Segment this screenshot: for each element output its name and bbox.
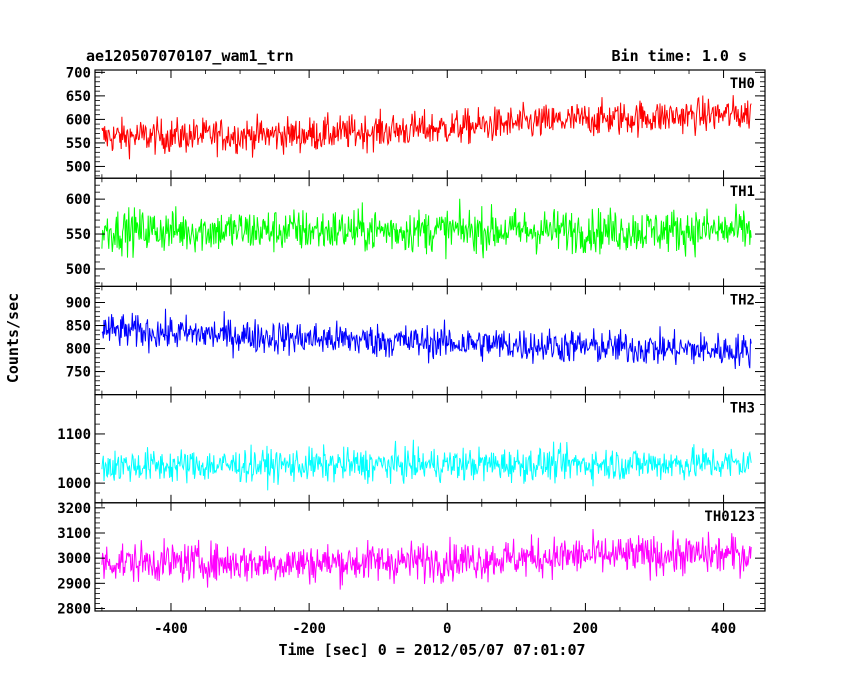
series-line-th3 <box>101 439 752 491</box>
series-line-th2 <box>101 308 752 370</box>
panel-th3: 1000 1100 TH3 <box>57 394 766 504</box>
panel-label-th2: TH2 <box>730 292 755 308</box>
x-tick-label: -200 <box>292 621 326 637</box>
y-tick-label: 850 <box>66 319 91 335</box>
panel-frame <box>94 69 766 179</box>
x-tick-label: -400 <box>154 621 188 637</box>
y-tick-label: 3100 <box>57 526 91 542</box>
series-line-th1 <box>101 198 752 260</box>
y-tick-label: 650 <box>66 89 91 105</box>
series-line-th0123 <box>101 528 752 590</box>
x-tick-label: 400 <box>711 621 736 637</box>
y-tick-label: 700 <box>66 65 91 81</box>
panel-frame <box>94 394 766 504</box>
x-axis-label: Time [sec] 0 = 2012/05/07 07:01:07 <box>278 641 585 659</box>
y-tick-label: 1100 <box>57 427 91 443</box>
panel-label-th0: TH0 <box>730 76 755 92</box>
y-tick-label: 2900 <box>57 576 91 592</box>
series-line-th0 <box>101 95 752 160</box>
panels-group: 500 550 600 650 700 TH0 500 550 600 TH1 750 800 850 9… <box>57 65 766 617</box>
x-axis: -400 -200 0 200 400 <box>154 621 736 637</box>
bin-time-label: Bin time: 1.0 s <box>612 47 747 65</box>
y-tick-label: 900 <box>66 296 91 312</box>
panel-label-th3: TH3 <box>730 401 755 417</box>
panel-frame <box>94 502 766 612</box>
panel-th1: 500 550 600 TH1 <box>66 177 766 287</box>
y-tick-label: 3000 <box>57 551 91 567</box>
y-tick-label: 600 <box>66 112 91 128</box>
y-tick-label: 750 <box>66 365 91 381</box>
x-tick-label: 0 <box>443 621 451 637</box>
panel-th0: 500 550 600 650 700 TH0 <box>66 65 766 179</box>
panel-th0123: 2800 2900 3000 3100 3200 TH0123 <box>57 501 766 617</box>
y-tick-label: 500 <box>66 159 91 175</box>
panel-label-th0123: TH0123 <box>704 509 755 525</box>
chart-title: ae120507070107_wam1_trn <box>86 47 294 65</box>
y-tick-label: 500 <box>66 262 91 278</box>
y-tick-label: 550 <box>66 227 91 243</box>
panel-label-th1: TH1 <box>730 184 755 200</box>
y-tick-label: 550 <box>66 136 91 152</box>
panel-th2: 750 800 850 900 TH2 <box>66 285 766 396</box>
y-tick-label: 3200 <box>57 501 91 517</box>
x-tick-label: 200 <box>573 621 598 637</box>
y-axis-label: Counts/sec <box>4 293 22 383</box>
y-tick-label: 2800 <box>57 601 91 617</box>
y-tick-label: 800 <box>66 342 91 358</box>
y-tick-label: 1000 <box>57 476 91 492</box>
y-tick-label: 600 <box>66 192 91 208</box>
